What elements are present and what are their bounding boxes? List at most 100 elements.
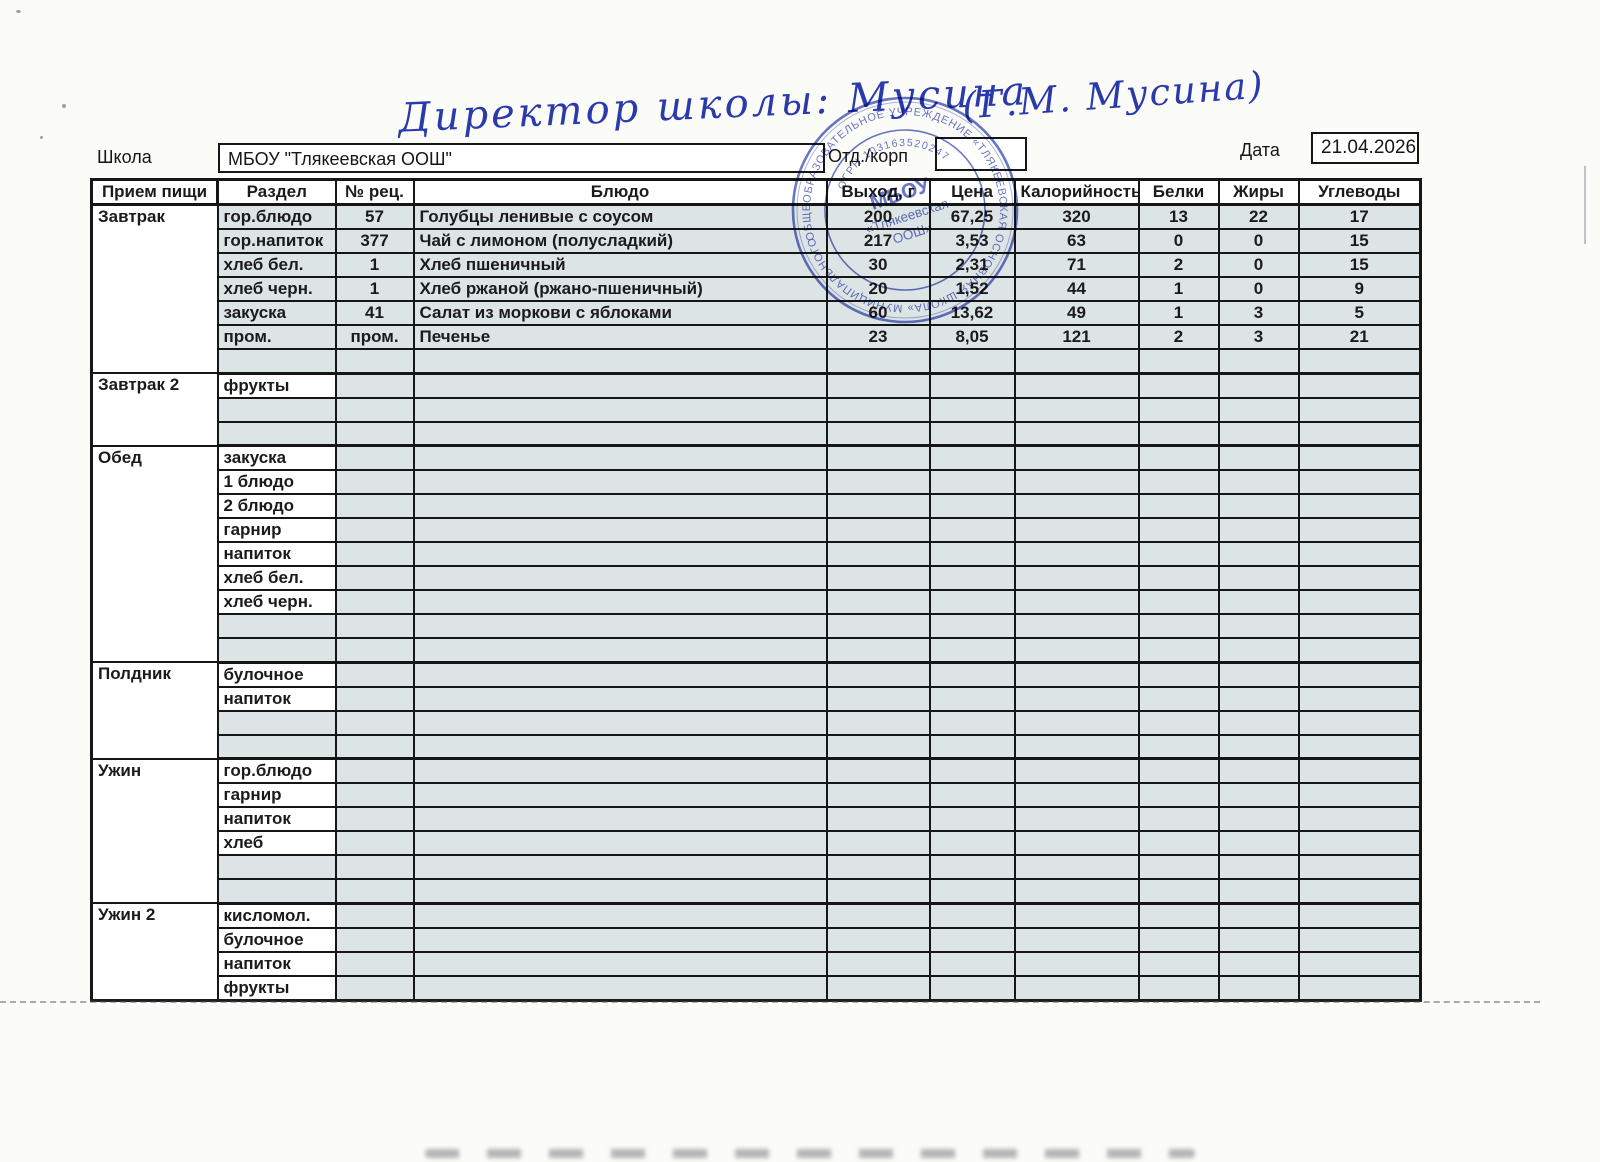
calories-cell	[1013, 613, 1140, 639]
razdel-cell	[216, 733, 337, 760]
scan-fade-artifact	[90, 995, 1424, 1065]
price-cell: 13,62	[928, 300, 1016, 326]
protein-cell: 1	[1137, 300, 1220, 326]
menu-row: напиток	[92, 950, 1422, 977]
menu-row	[92, 396, 1422, 423]
output-cell: 200	[825, 203, 931, 230]
calories-cell	[1013, 757, 1140, 784]
fat-cell	[1217, 926, 1300, 953]
dish-cell	[412, 974, 828, 1002]
calories-cell	[1013, 589, 1140, 615]
fat-cell: 0	[1217, 252, 1300, 278]
calories-cell	[1013, 709, 1140, 736]
recipe-num-cell	[334, 830, 415, 856]
razdel-cell	[216, 348, 337, 375]
razdel-cell: пром.	[216, 324, 337, 350]
dish-cell	[412, 589, 828, 615]
menu-row: хлеб бел. 1 Хлеб пшеничный 30 2,31 71 2 0 15	[92, 252, 1422, 278]
fat-cell	[1217, 348, 1300, 375]
calories-cell: 44	[1013, 276, 1140, 302]
fat-cell	[1217, 541, 1300, 567]
recipe-num-cell	[334, 926, 415, 953]
calories-cell	[1013, 830, 1140, 856]
menu-row: булочное	[92, 926, 1422, 953]
output-cell	[825, 469, 931, 495]
protein-cell	[1137, 974, 1220, 1002]
dish-cell: Чай с лимоном (полусладкий)	[412, 228, 828, 254]
carbs-cell	[1297, 613, 1422, 639]
scan-speck-artifact	[16, 10, 21, 13]
recipe-num-cell	[334, 469, 415, 495]
menu-row	[92, 733, 1422, 760]
price-cell	[928, 806, 1016, 832]
recipe-num-cell	[334, 372, 415, 399]
dish-cell	[412, 685, 828, 712]
razdel-cell: 1 блюдо	[216, 469, 337, 495]
carbs-cell	[1297, 565, 1422, 591]
menu-row: гарнир	[92, 517, 1422, 543]
dish-cell	[412, 950, 828, 977]
menu-row: фрукты	[92, 974, 1422, 1002]
recipe-num-cell: 57	[334, 203, 415, 230]
column-header: Углеводы	[1297, 178, 1422, 206]
price-cell	[928, 709, 1016, 736]
output-cell	[825, 878, 931, 905]
price-cell	[928, 637, 1016, 664]
recipe-num-cell: 1	[334, 252, 415, 278]
price-cell	[928, 733, 1016, 760]
output-cell	[825, 517, 931, 543]
column-header: Прием пищи	[90, 178, 219, 206]
price-cell	[928, 613, 1016, 639]
protein-cell: 1	[1137, 276, 1220, 302]
calories-cell: 71	[1013, 252, 1140, 278]
output-cell	[825, 974, 931, 1002]
carbs-cell	[1297, 637, 1422, 664]
menu-row	[92, 420, 1422, 447]
dish-cell	[412, 782, 828, 808]
razdel-cell: закуска	[216, 300, 337, 326]
protein-cell	[1137, 661, 1220, 688]
fat-cell	[1217, 757, 1300, 784]
dish-cell	[412, 854, 828, 880]
razdel-cell: напиток	[216, 950, 337, 977]
director-initials-handwriting: (Г.М. Мусина)	[960, 63, 1267, 128]
dish-cell	[412, 709, 828, 736]
menu-row: Полдник булочное	[90, 661, 1422, 760]
fat-cell	[1217, 396, 1300, 423]
carbs-cell: 17	[1297, 203, 1422, 230]
carbs-cell	[1297, 420, 1422, 447]
price-cell	[928, 854, 1016, 880]
output-cell: 30	[825, 252, 931, 278]
calories-cell	[1013, 926, 1140, 953]
carbs-cell: 15	[1297, 252, 1422, 278]
carbs-cell	[1297, 950, 1422, 977]
fat-cell: 0	[1217, 276, 1300, 302]
calories-cell: 49	[1013, 300, 1140, 326]
meal-cell: Завтрак 2	[90, 372, 219, 447]
meal-cell: Ужин 2	[90, 902, 219, 1001]
column-header: Раздел	[216, 178, 337, 206]
fat-cell	[1217, 517, 1300, 543]
calories-cell	[1013, 517, 1140, 543]
calories-cell	[1013, 878, 1140, 905]
protein-cell: 0	[1137, 228, 1220, 254]
fat-cell	[1217, 709, 1300, 736]
column-header: Калорийность	[1013, 178, 1140, 206]
calories-cell	[1013, 661, 1140, 688]
dish-cell: Печенье	[412, 324, 828, 350]
output-cell	[825, 733, 931, 760]
school-value-box: МБОУ "Тлякеевская ООШ"	[218, 143, 825, 173]
carbs-cell: 15	[1297, 228, 1422, 254]
recipe-num-cell	[334, 517, 415, 543]
menu-row: напиток	[92, 685, 1422, 712]
fat-cell	[1217, 372, 1300, 399]
price-cell	[928, 830, 1016, 856]
menu-row: закуска 41 Салат из моркови с яблоками 60 13…	[92, 300, 1422, 326]
meal-cell: Завтрак	[90, 203, 219, 374]
dish-cell	[412, 517, 828, 543]
protein-cell: 13	[1137, 203, 1220, 230]
price-cell	[928, 926, 1016, 953]
carbs-cell	[1297, 733, 1422, 760]
menu-row: хлеб	[92, 830, 1422, 856]
protein-cell	[1137, 589, 1220, 615]
